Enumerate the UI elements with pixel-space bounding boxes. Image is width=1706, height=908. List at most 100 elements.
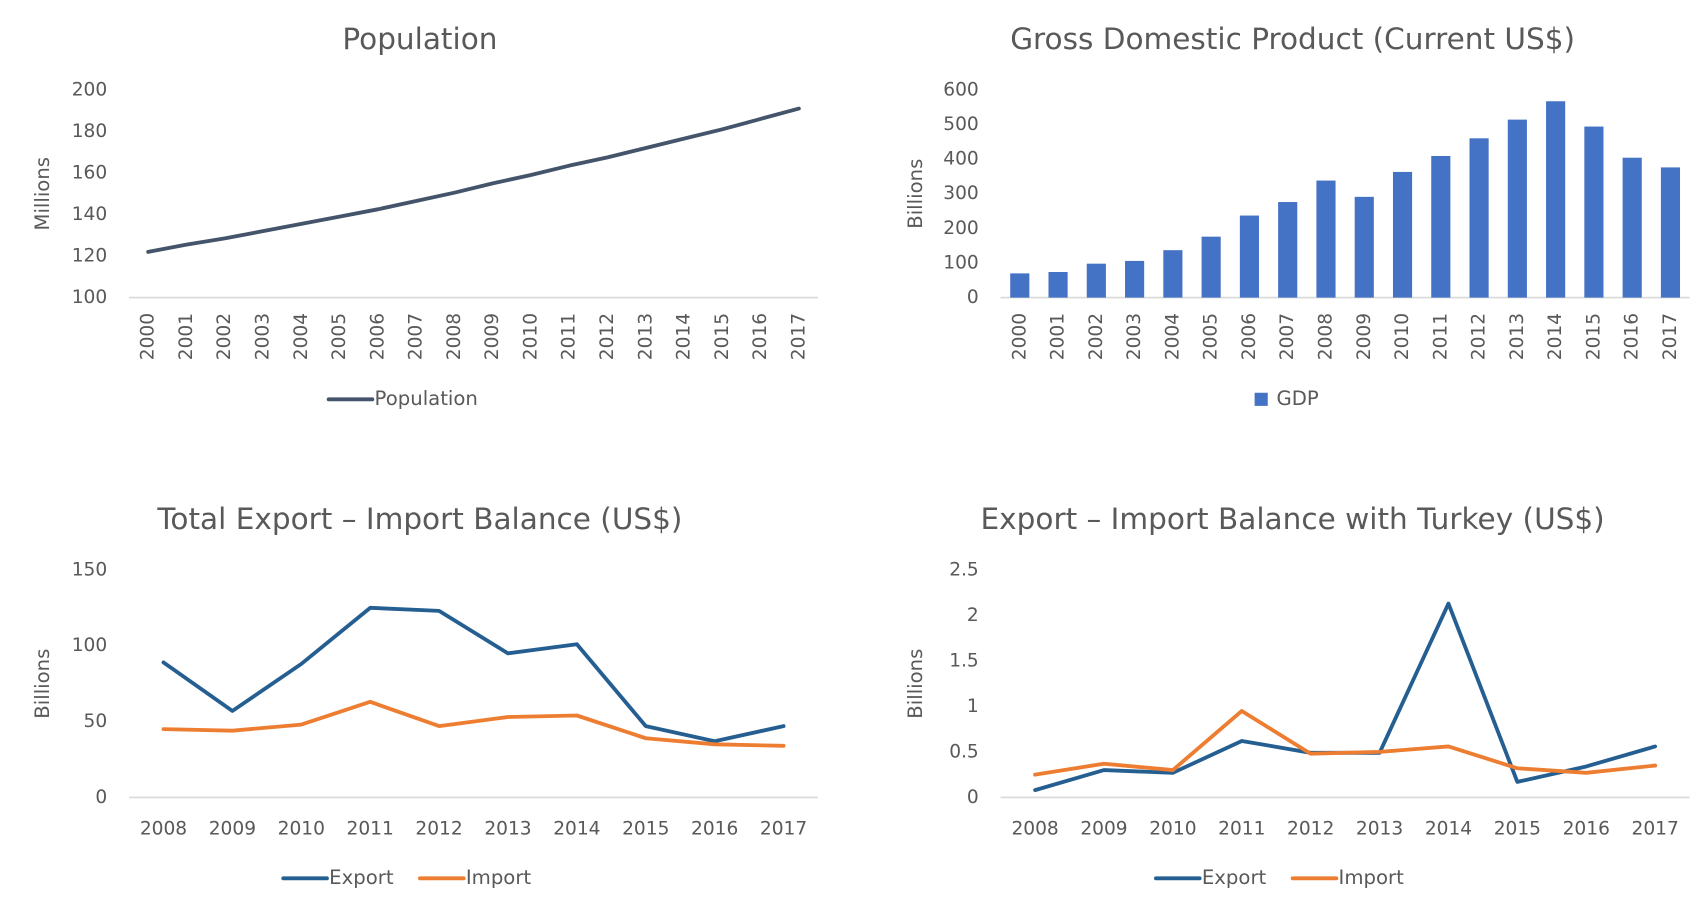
y-tick-label: 120 — [72, 246, 107, 267]
x-tick-label: 2011 — [347, 819, 394, 840]
y-tick-label: 0 — [967, 287, 979, 308]
x-tick-label: 2012 — [415, 819, 462, 840]
x-tick-label: 2016 — [1622, 313, 1643, 360]
y-tick-label: 180 — [72, 121, 107, 142]
x-tick-label: 2013 — [484, 819, 531, 840]
x-tick-label: 2016 — [691, 819, 738, 840]
x-tick-label: 2004 — [291, 313, 312, 360]
bar — [1278, 202, 1298, 298]
x-tick-label: 2003 — [253, 313, 274, 360]
line-series — [1033, 601, 1658, 793]
chart-title: Gross Domestic Product (Current US$) — [1010, 22, 1575, 56]
y-tick-label: 150 — [72, 559, 107, 580]
chart-title: Export – Import Balance with Turkey (US$… — [981, 502, 1605, 536]
y-tick-label: 200 — [943, 218, 978, 239]
bar — [1469, 138, 1489, 298]
bar — [1584, 126, 1604, 298]
x-tick-label: 2005 — [329, 313, 350, 360]
bar — [1048, 271, 1068, 298]
x-tick-label: 2000 — [138, 313, 159, 360]
bar — [1392, 171, 1413, 298]
y-axis-title: Billions — [904, 159, 927, 229]
y-tick-label: 140 — [72, 204, 107, 225]
legend-label: Export — [329, 866, 394, 889]
x-tick-label: 2012 — [597, 313, 618, 360]
x-tick-label: 2017 — [1632, 819, 1679, 840]
bar — [1010, 273, 1030, 298]
x-tick-label: 2007 — [1277, 313, 1298, 360]
x-tick-label: 2013 — [1356, 819, 1403, 840]
x-tick-label: 2007 — [406, 313, 427, 360]
x-tick-label: 2017 — [760, 819, 807, 840]
y-tick-label: 160 — [72, 162, 107, 183]
x-tick-label: 2009 — [482, 313, 503, 360]
x-tick-label: 2014 — [674, 313, 695, 360]
x-tick-label: 2015 — [1583, 313, 1604, 360]
chart-title: Total Export – Import Balance (US$) — [156, 502, 682, 536]
y-tick-label: 2.5 — [949, 559, 979, 580]
bar — [1125, 260, 1145, 298]
x-tick-label: 2006 — [367, 313, 388, 360]
x-tick-label: 2005 — [1201, 313, 1222, 360]
y-axis-title: Billions — [904, 649, 927, 719]
x-tick-label: 2011 — [1218, 819, 1265, 840]
x-tick-label: 2014 — [553, 819, 600, 840]
chart-title: Population — [342, 22, 497, 56]
x-tick-label: 2017 — [1660, 313, 1681, 360]
x-tick-label: 2004 — [1162, 313, 1183, 360]
x-tick-label: 2015 — [1494, 819, 1541, 840]
x-tick-label: 2010 — [520, 313, 541, 360]
line-series — [146, 106, 801, 254]
x-tick-label: 2002 — [1086, 313, 1107, 360]
x-tick-label: 2008 — [1315, 313, 1336, 360]
y-tick-label: 200 — [72, 79, 107, 100]
x-tick-label: 2001 — [1048, 313, 1069, 360]
y-axis-title: Billions — [31, 649, 54, 719]
legend-label: Export — [1202, 866, 1267, 889]
legend-label: GDP — [1276, 387, 1318, 410]
y-tick-label: 300 — [943, 183, 978, 204]
x-tick-label: 2003 — [1124, 313, 1145, 360]
y-tick-label: 0 — [967, 787, 979, 808]
bar — [1316, 180, 1336, 298]
line-series — [161, 699, 786, 748]
x-tick-label: 2010 — [278, 819, 325, 840]
bar — [1431, 155, 1451, 298]
y-tick-label: 400 — [943, 149, 978, 170]
x-tick-label: 2008 — [1011, 819, 1058, 840]
y-tick-label: 500 — [943, 114, 978, 135]
x-tick-label: 2002 — [214, 313, 235, 360]
x-tick-label: 2009 — [209, 819, 256, 840]
chart-panel: Export – Import Balance with Turkey (US$… — [904, 502, 1690, 889]
x-tick-label: 2014 — [1425, 819, 1472, 840]
legend-swatch — [1254, 392, 1268, 406]
x-tick-label: 2008 — [140, 819, 187, 840]
x-tick-label: 2011 — [1430, 313, 1451, 360]
x-tick-label: 2006 — [1239, 313, 1260, 360]
x-tick-label: 2012 — [1469, 313, 1490, 360]
bar — [1163, 250, 1183, 298]
y-tick-label: 600 — [943, 79, 978, 100]
chart-panel: Total Export – Import Balance (US$) Billi… — [31, 502, 819, 889]
x-tick-label: 2013 — [1507, 313, 1528, 360]
bar — [1660, 167, 1681, 298]
x-tick-label: 2009 — [1354, 313, 1375, 360]
bar — [1201, 236, 1221, 298]
line-series — [161, 605, 786, 744]
bar — [1546, 101, 1566, 298]
y-tick-label: 1.5 — [949, 650, 979, 671]
x-tick-label: 2011 — [559, 313, 580, 360]
x-tick-label: 2016 — [1563, 819, 1610, 840]
bar — [1622, 157, 1642, 298]
y-tick-label: 0 — [95, 787, 107, 808]
y-tick-label: 0.5 — [949, 741, 979, 762]
bar — [1239, 215, 1259, 298]
x-tick-label: 2008 — [444, 313, 465, 360]
bar — [1086, 263, 1106, 298]
legend-label: Import — [1339, 866, 1405, 889]
x-tick-label: 2015 — [622, 819, 669, 840]
x-tick-label: 2010 — [1149, 819, 1196, 840]
x-tick-label: 2012 — [1287, 819, 1334, 840]
x-tick-label: 2015 — [712, 313, 733, 360]
x-tick-label: 2000 — [1009, 313, 1030, 360]
